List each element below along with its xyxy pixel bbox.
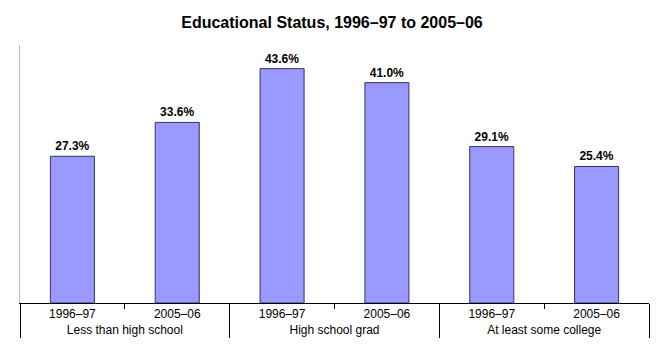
svg-text:High school grad: High school grad bbox=[289, 323, 379, 337]
svg-text:2005–06: 2005–06 bbox=[154, 307, 201, 321]
svg-text:1996–97: 1996–97 bbox=[259, 307, 306, 321]
svg-text:1996–97: 1996–97 bbox=[468, 307, 515, 321]
svg-text:41.0%: 41.0% bbox=[370, 66, 404, 80]
svg-text:33.6%: 33.6% bbox=[160, 105, 194, 119]
svg-text:Educational Status, 1996–97 to: Educational Status, 1996–97 to 2005–06 bbox=[181, 14, 483, 31]
svg-text:2005–06: 2005–06 bbox=[573, 307, 620, 321]
svg-text:43.6%: 43.6% bbox=[265, 52, 299, 66]
svg-text:25.4%: 25.4% bbox=[579, 149, 613, 163]
svg-text:1996–97: 1996–97 bbox=[49, 307, 96, 321]
svg-text:29.1%: 29.1% bbox=[475, 130, 509, 144]
svg-text:Less than high school: Less than high school bbox=[67, 323, 183, 337]
svg-text:27.3%: 27.3% bbox=[55, 139, 89, 153]
svg-text:2005–06: 2005–06 bbox=[364, 307, 411, 321]
svg-text:At least some college: At least some college bbox=[487, 323, 601, 337]
